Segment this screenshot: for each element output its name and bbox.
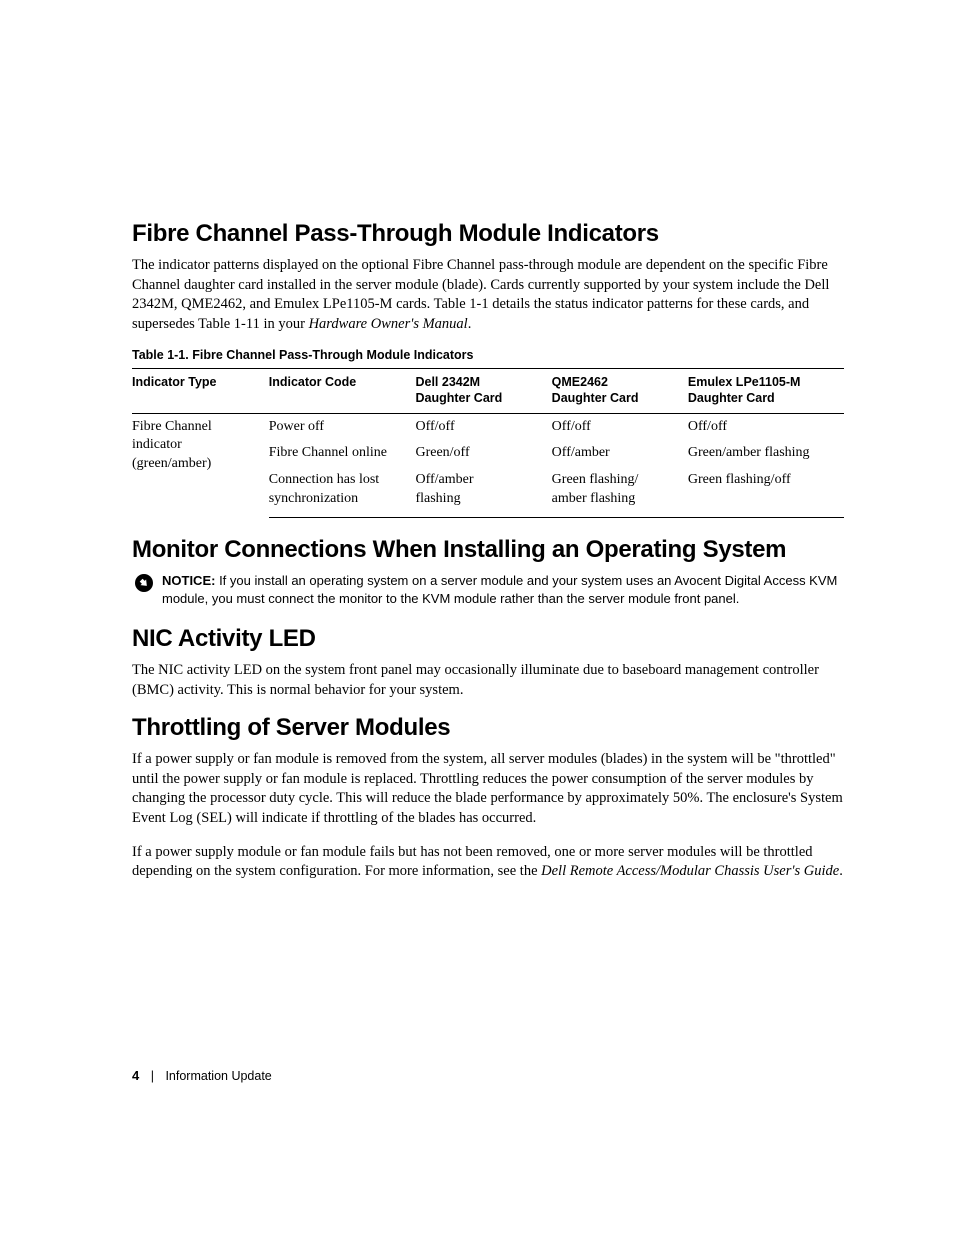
table-cell: Green/off: [415, 440, 551, 467]
paragraph-fibre-intro: The indicator patterns displayed on the …: [132, 256, 844, 334]
table-cell: Off/off: [552, 413, 688, 440]
table-cell: Off/amber flashing: [415, 467, 551, 517]
text: (green/amber): [132, 456, 211, 471]
text: Fibre Channel: [132, 419, 212, 434]
page-footer: 4 | Information Update: [132, 1068, 272, 1083]
table-cell: Off/off: [688, 413, 844, 440]
text: .: [468, 316, 472, 332]
table-cell: Off/amber: [552, 440, 688, 467]
heading-fibre-channel: Fibre Channel Pass-Through Module Indica…: [132, 220, 844, 248]
text: Daughter Card: [688, 391, 775, 405]
text: .: [839, 863, 843, 879]
text: amber flashing: [552, 491, 636, 506]
paragraph-throttle-2: If a power supply module or fan module f…: [132, 843, 844, 882]
table-cell: Fibre Channel indicator (green/amber): [132, 413, 269, 518]
heading-nic-activity: NIC Activity LED: [132, 625, 844, 653]
table-cell: Connection has lost synchronization: [269, 467, 416, 517]
text: Green flashing/: [552, 472, 639, 487]
heading-monitor-connections: Monitor Connections When Installing an O…: [132, 536, 844, 564]
table-header-row: Indicator Type Indicator Code Dell 2342M…: [132, 369, 844, 413]
text: The indicator patterns displayed on the …: [132, 257, 829, 332]
text: Daughter Card: [552, 391, 639, 405]
text: If you install an operating system on a …: [162, 573, 837, 606]
table-cell: Off/off: [415, 413, 551, 440]
footer-separator: |: [151, 1069, 154, 1083]
document-page: Fibre Channel Pass-Through Module Indica…: [0, 0, 954, 1235]
notice-icon: [134, 573, 154, 598]
table-cell: Green flashing/ amber flashing: [552, 467, 688, 517]
text: Connection has lost: [269, 472, 379, 487]
text: Off/amber: [415, 472, 473, 487]
text-italic: Dell Remote Access/Modular Chassis User'…: [541, 863, 839, 879]
page-number: 4: [132, 1068, 139, 1083]
text: Emulex LPe1105-M: [688, 375, 801, 389]
notice-text: NOTICE: If you install an operating syst…: [162, 572, 844, 607]
notice-block: NOTICE: If you install an operating syst…: [134, 572, 844, 607]
text: indicator: [132, 437, 182, 452]
text: synchronization: [269, 491, 358, 506]
footer-title: Information Update: [165, 1069, 271, 1083]
text-italic: Hardware Owner's Manual: [309, 316, 468, 332]
table-cell: Green/amber flashing: [688, 440, 844, 467]
text: flashing: [415, 491, 460, 506]
text: QME2462: [552, 375, 608, 389]
notice-label: NOTICE:: [162, 573, 215, 588]
table-header: Indicator Type: [132, 369, 269, 413]
text: Dell 2342M: [415, 375, 480, 389]
table-cell: Green flashing/off: [688, 467, 844, 517]
table-header: QME2462 Daughter Card: [552, 369, 688, 413]
table-cell: Power off: [269, 413, 416, 440]
table-caption: Table 1-1. Fibre Channel Pass-Through Mo…: [132, 348, 844, 362]
heading-throttling: Throttling of Server Modules: [132, 714, 844, 742]
table-header: Emulex LPe1105-M Daughter Card: [688, 369, 844, 413]
table-header: Indicator Code: [269, 369, 416, 413]
text: Daughter Card: [415, 391, 502, 405]
paragraph-throttle-1: If a power supply or fan module is remov…: [132, 750, 844, 828]
table-row: Fibre Channel indicator (green/amber) Po…: [132, 413, 844, 440]
table-header: Dell 2342M Daughter Card: [415, 369, 551, 413]
table-fibre-indicators: Indicator Type Indicator Code Dell 2342M…: [132, 368, 844, 518]
table-cell: Fibre Channel online: [269, 440, 416, 467]
paragraph-nic: The NIC activity LED on the system front…: [132, 661, 844, 700]
